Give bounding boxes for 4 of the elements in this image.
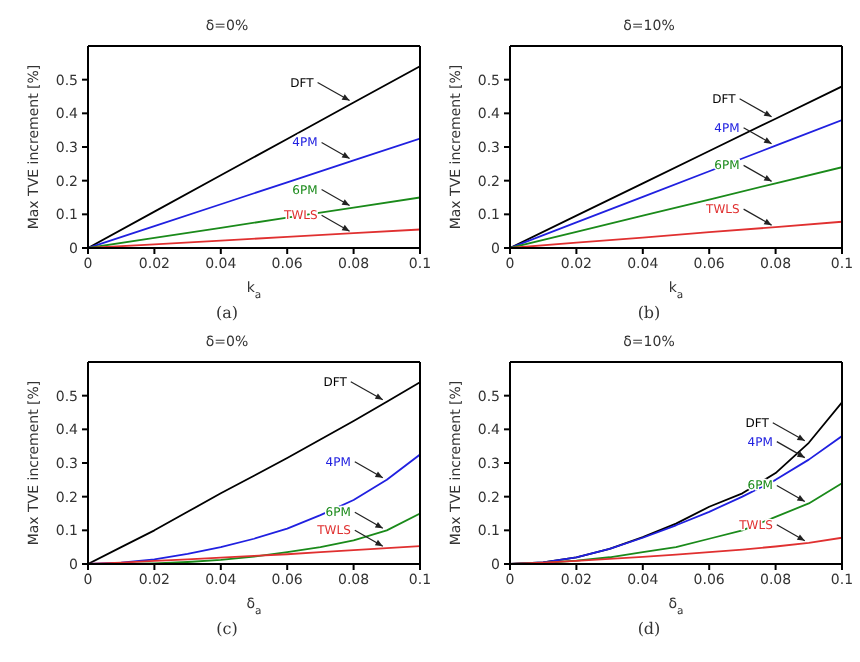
text: (d) bbox=[635, 620, 663, 638]
text: (a) bbox=[213, 304, 240, 322]
text: (c) bbox=[214, 620, 240, 638]
text: (b) bbox=[635, 304, 663, 322]
